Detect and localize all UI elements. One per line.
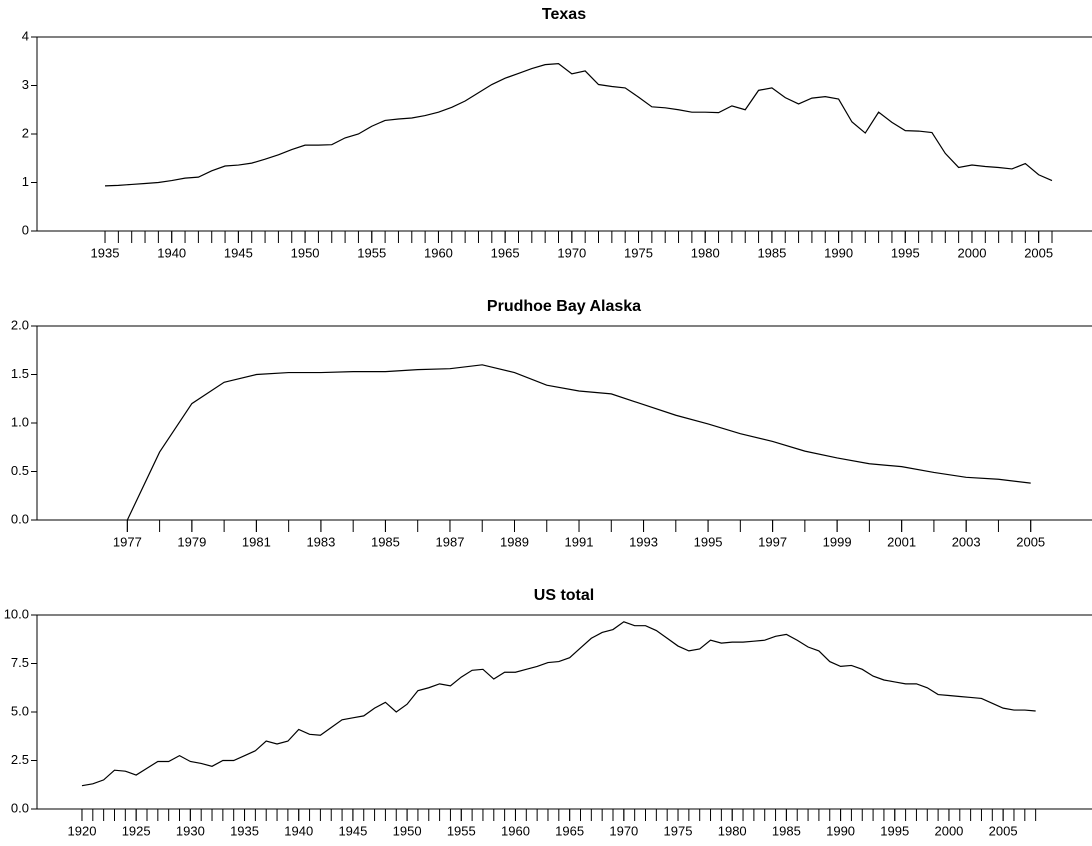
x-tick-label: 1985	[371, 534, 400, 549]
x-tick-label: 1965	[491, 245, 520, 260]
y-tick-label: 10.0	[4, 606, 29, 621]
x-tick-label: 1955	[357, 245, 386, 260]
y-tick-label: 7.5	[11, 655, 29, 670]
x-tick-label: 1991	[565, 534, 594, 549]
x-tick-label: 1980	[691, 245, 720, 260]
x-tick-label: 1990	[826, 823, 855, 838]
x-tick-label: 1993	[629, 534, 658, 549]
chart-title: Prudhoe Bay Alaska	[487, 298, 641, 315]
x-tick-label: 2001	[887, 534, 916, 549]
x-tick-label: 1970	[609, 823, 638, 838]
x-tick-label: 1979	[177, 534, 206, 549]
x-tick-label: 1989	[500, 534, 529, 549]
x-tick-label: 1980	[718, 823, 747, 838]
plot-frame	[36, 36, 1092, 232]
x-tick-label: 1983	[306, 534, 335, 549]
x-tick-label: 1995	[880, 823, 909, 838]
y-tick-label: 0	[22, 222, 29, 237]
y-tick-label: 1.0	[11, 414, 29, 429]
y-tick-label: 5.0	[11, 703, 29, 718]
x-tick-label: 1940	[157, 245, 186, 260]
x-tick-label: 1945	[224, 245, 253, 260]
chart-title: Texas	[542, 6, 586, 23]
x-tick-label: 1945	[338, 823, 367, 838]
x-tick-label: 1925	[122, 823, 151, 838]
x-tick-label: 1950	[291, 245, 320, 260]
plot-frame	[36, 325, 1092, 521]
plot-frame	[36, 614, 1092, 810]
y-tick-label: 2	[22, 125, 29, 140]
x-tick-label: 1960	[501, 823, 530, 838]
x-tick-label: 1975	[624, 245, 653, 260]
x-tick-label: 1935	[91, 245, 120, 260]
y-tick-label: 1.5	[11, 366, 29, 381]
x-tick-label: 1970	[557, 245, 586, 260]
x-tick-label: 1930	[176, 823, 205, 838]
x-tick-label: 1955	[447, 823, 476, 838]
x-tick-label: 1981	[242, 534, 271, 549]
y-tick-label: 0.5	[11, 463, 29, 478]
x-tick-label: 1985	[772, 823, 801, 838]
y-tick-label: 0.0	[11, 800, 29, 815]
data-line	[126, 364, 1031, 521]
y-tick-label: 2.5	[11, 752, 29, 767]
x-tick-label: 1965	[555, 823, 584, 838]
x-tick-label: 2005	[1016, 534, 1045, 549]
x-tick-label: 1990	[824, 245, 853, 260]
y-tick-label: 3	[22, 77, 29, 92]
data-line	[104, 63, 1053, 187]
x-tick-label: 1977	[113, 534, 142, 549]
x-tick-label: 1950	[393, 823, 422, 838]
x-tick-label: 1997	[758, 534, 787, 549]
y-tick-label: 1	[22, 174, 29, 189]
x-tick-label: 1985	[757, 245, 786, 260]
y-tick-label: 4	[22, 28, 29, 43]
data-line	[81, 621, 1036, 787]
y-tick-label: 2.0	[11, 317, 29, 332]
x-tick-label: 2000	[934, 823, 963, 838]
chart-title: US total	[534, 587, 594, 604]
x-tick-label: 1935	[230, 823, 259, 838]
x-tick-label: 1995	[891, 245, 920, 260]
x-tick-label: 2005	[989, 823, 1018, 838]
x-tick-label: 1987	[436, 534, 465, 549]
x-tick-label: 1975	[664, 823, 693, 838]
x-tick-label: 2005	[1024, 245, 1053, 260]
x-tick-label: 1999	[823, 534, 852, 549]
y-tick-label: 0.0	[11, 511, 29, 526]
x-tick-label: 2003	[952, 534, 981, 549]
x-tick-label: 1995	[694, 534, 723, 549]
x-tick-label: 1940	[284, 823, 313, 838]
x-tick-label: 1920	[68, 823, 97, 838]
x-tick-label: 1960	[424, 245, 453, 260]
x-tick-label: 2000	[958, 245, 987, 260]
